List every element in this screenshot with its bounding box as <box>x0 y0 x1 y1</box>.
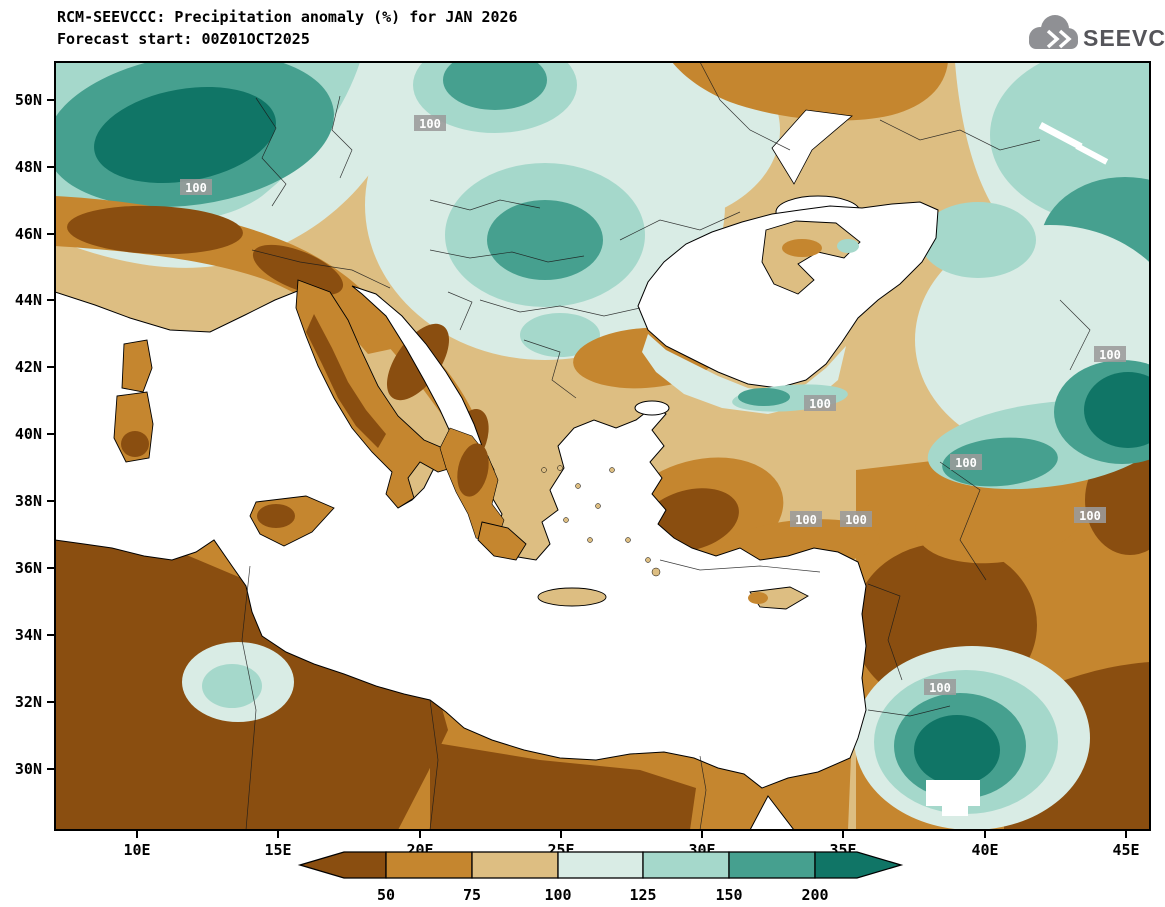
lon-tick-label: 45E <box>1112 841 1139 859</box>
anomaly-fills <box>55 62 1150 830</box>
contour-label-100: 100 <box>929 681 951 695</box>
contour-label-100: 100 <box>185 181 207 195</box>
colorbar-tick-label: 50 <box>377 886 395 904</box>
contour-label-100: 100 <box>845 513 867 527</box>
lat-tick-label: 32N <box>15 693 42 711</box>
lat-tick-label: 36N <box>15 559 42 577</box>
crete <box>537 587 607 607</box>
country-borders <box>241 62 1091 830</box>
lat-tick-label: 40N <box>15 425 42 443</box>
lat-tick-label: 42N <box>15 358 42 376</box>
contour-label-100: 100 <box>1099 348 1121 362</box>
colorbar-tick-label: 125 <box>629 886 656 904</box>
italy <box>295 279 459 509</box>
cyprus <box>749 586 809 610</box>
lat-tick-label: 44N <box>15 291 42 309</box>
y-axis: 50N 48N 46N 44N 42N 40N 38N 36N 34N 32N … <box>15 91 55 778</box>
islands-peninsulas <box>113 220 861 610</box>
colorbar-segment <box>814 851 904 879</box>
colorbar-segment <box>471 851 559 879</box>
black-sea <box>637 201 939 389</box>
colorbar-tick-label: 100 <box>544 886 571 904</box>
colorbar-segment <box>642 851 730 879</box>
lat-tick-label: 30N <box>15 760 42 778</box>
lat-tick-label: 34N <box>15 626 42 644</box>
seevccc-logo: SEEVCCC <box>1029 15 1165 51</box>
colorbar-segment <box>728 851 816 879</box>
colorbar-tick-label: 75 <box>463 886 481 904</box>
forecast-start-label: Forecast start: 00Z01OCT2025 <box>57 30 310 48</box>
colorbar-segment <box>297 851 387 879</box>
lat-tick-label: 46N <box>15 225 42 243</box>
corsica <box>121 339 153 393</box>
colorbar-tick-label: 150 <box>715 886 742 904</box>
colorbar-segment <box>385 851 473 879</box>
lon-tick-label: 15E <box>264 841 291 859</box>
contour-label-100: 100 <box>1079 509 1101 523</box>
cloud-logo-icon <box>1029 15 1078 49</box>
peloponnese <box>477 521 527 561</box>
aegean-islands <box>541 465 661 577</box>
figure-title: RCM-SEEVCCC: Precipitation anomaly (%) f… <box>57 8 518 26</box>
lat-tick-label: 50N <box>15 91 42 109</box>
lat-tick-label: 48N <box>15 158 42 176</box>
map-frame <box>54 61 1151 831</box>
contour-label-100: 100 <box>419 117 441 131</box>
sea-of-marmara <box>634 400 670 416</box>
logo-text: SEEVCCC <box>1083 25 1165 51</box>
lon-tick-label: 40E <box>971 841 998 859</box>
colorbar-segment <box>557 851 644 879</box>
contour-labels: 100 100 100 100 100 100 100 100 100 <box>180 115 1126 695</box>
lat-tick-label: 38N <box>15 492 42 510</box>
crimea <box>761 220 861 295</box>
contour-label-100: 100 <box>809 397 831 411</box>
mediterranean-sea <box>55 285 867 789</box>
colorbar-tick-label: 200 <box>801 886 828 904</box>
nile-red-sea <box>749 795 795 830</box>
sea-shapes <box>55 195 939 830</box>
map-plot-area <box>55 62 1150 830</box>
contour-label-100: 100 <box>955 456 977 470</box>
colorbar: 50 75 100 125 150 200 <box>297 851 904 904</box>
lon-tick-label: 10E <box>123 841 150 859</box>
contour-label-100: 100 <box>795 513 817 527</box>
